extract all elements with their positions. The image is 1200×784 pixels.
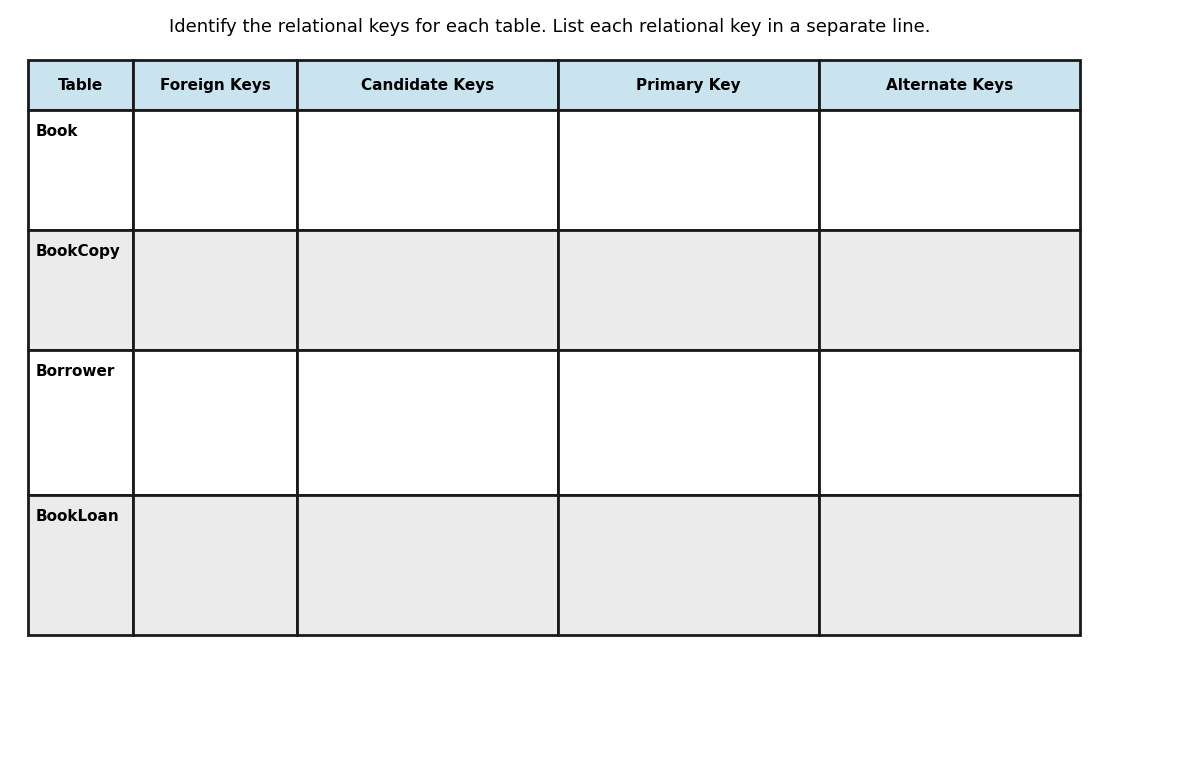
- Bar: [558, 230, 818, 350]
- Bar: [558, 350, 818, 495]
- Text: Book: Book: [36, 124, 78, 139]
- Text: Borrower: Borrower: [36, 364, 115, 379]
- Bar: [818, 495, 1080, 635]
- Bar: [296, 350, 558, 495]
- Bar: [28, 495, 133, 635]
- Text: BookCopy: BookCopy: [36, 244, 121, 259]
- Text: Candidate Keys: Candidate Keys: [361, 78, 494, 93]
- Bar: [818, 230, 1080, 350]
- Bar: [133, 60, 296, 110]
- Bar: [296, 110, 558, 230]
- Bar: [818, 60, 1080, 110]
- Bar: [818, 350, 1080, 495]
- Bar: [133, 350, 296, 495]
- Text: Primary Key: Primary Key: [636, 78, 740, 93]
- Text: Table: Table: [58, 78, 103, 93]
- Bar: [818, 110, 1080, 230]
- Text: Alternate Keys: Alternate Keys: [886, 78, 1013, 93]
- Text: Identify the relational keys for each table. List each relational key in a separ: Identify the relational keys for each ta…: [169, 18, 931, 36]
- Bar: [296, 60, 558, 110]
- Bar: [28, 60, 133, 110]
- Bar: [133, 110, 296, 230]
- Bar: [296, 495, 558, 635]
- Bar: [28, 350, 133, 495]
- Text: Foreign Keys: Foreign Keys: [160, 78, 270, 93]
- Bar: [558, 495, 818, 635]
- Bar: [133, 495, 296, 635]
- Bar: [558, 60, 818, 110]
- Bar: [28, 110, 133, 230]
- Bar: [133, 230, 296, 350]
- Bar: [28, 230, 133, 350]
- Text: BookLoan: BookLoan: [36, 509, 120, 524]
- Bar: [558, 110, 818, 230]
- Bar: [296, 230, 558, 350]
